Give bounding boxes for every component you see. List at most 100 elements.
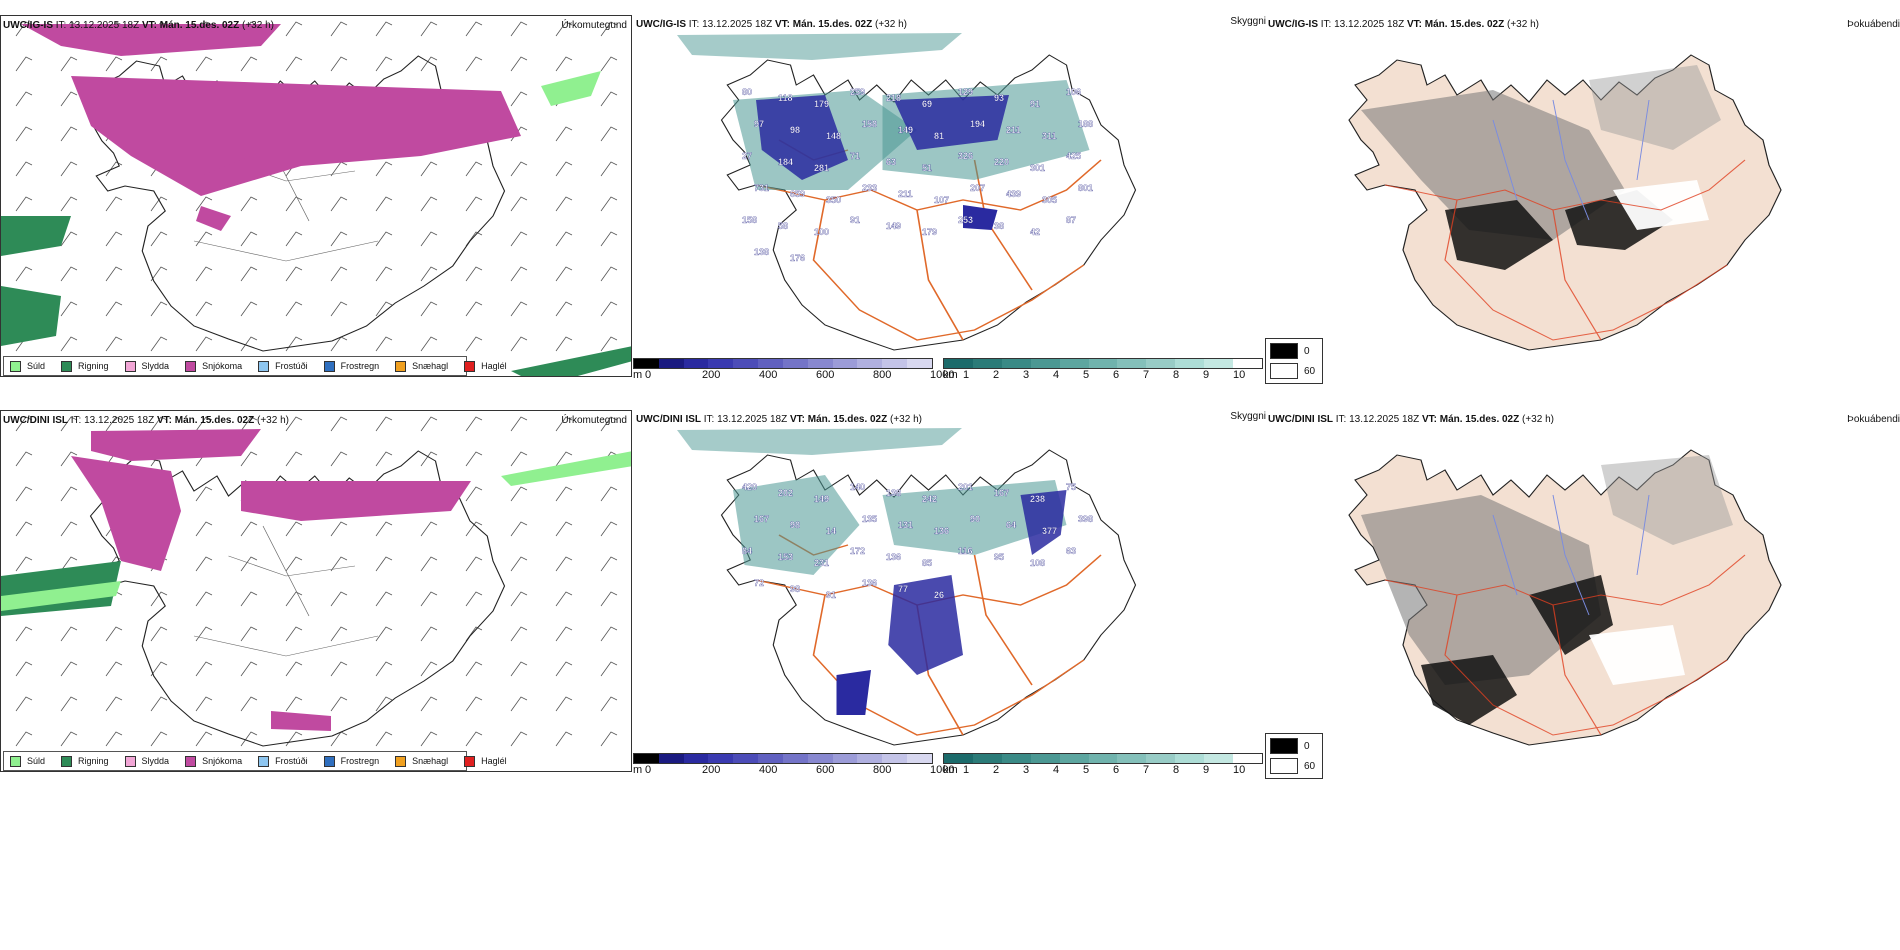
precip-legend: Súld Rigning Slydda Snjókoma Frostúði Frostre… <box>3 751 507 771</box>
ceiling-label: 100 <box>814 227 829 237</box>
ceiling-tick: 800 <box>873 369 892 381</box>
fog-legend-item: 0 <box>1270 343 1318 359</box>
ceiling-label: 116 <box>958 546 973 556</box>
ceiling-label: 148 <box>826 131 841 141</box>
ceiling-label: 218 <box>886 93 901 103</box>
visibility-tick: 1 <box>963 369 970 381</box>
ceiling-label: 91 <box>850 215 860 225</box>
ceiling-label: 420 <box>742 482 757 492</box>
legend-item: Snæhagl <box>395 360 448 372</box>
legend-swatch <box>464 360 476 372</box>
ceiling-label: 172 <box>850 546 865 556</box>
legend-item: Slydda <box>124 360 169 372</box>
legend-item: Haglél <box>464 360 507 372</box>
ceiling-label: 131 <box>898 520 913 530</box>
visibility-scale: km 1 2 3 4 5 6 7 8 9 10 <box>943 358 1263 381</box>
ceiling-label: 305 <box>1042 195 1057 205</box>
ceiling-label: 281 <box>814 163 829 173</box>
ceiling-label: 84 <box>742 546 752 556</box>
legend-swatch <box>185 755 197 767</box>
ceiling-tick: 600 <box>816 764 835 776</box>
forecast-row: UWC/IG-IS IT: 13.12.2025 18Z VT: Mán. 15… <box>0 0 1900 395</box>
panel-title: UWC/DINI ISL IT: 13.12.2025 18Z VT: Mán.… <box>636 414 922 425</box>
visibility-tick: 7 <box>1143 764 1150 776</box>
ceiling-label: 167 <box>994 488 1009 498</box>
legend-swatch <box>185 360 197 372</box>
fog-swatch <box>1270 758 1298 774</box>
ceiling-label: 91 <box>826 590 836 600</box>
legend-item: Frostregn <box>323 755 379 767</box>
fog-swatch <box>1270 363 1298 379</box>
legend-item: Frostúði <box>258 755 308 767</box>
legend-item: Súld <box>10 755 45 767</box>
legend-item: Frostregn <box>323 360 379 372</box>
ceiling-tick: 400 <box>759 369 778 381</box>
product-label: Úrkomutegund <box>561 415 627 426</box>
legend-swatch <box>61 360 73 372</box>
panel-title: UWC/IG-IS IT: 13.12.2025 18Z VT: Mán. 15… <box>636 19 907 30</box>
ceiling-label: 149 <box>814 494 829 504</box>
ceiling-tick: 200 <box>702 764 721 776</box>
ceiling-tick: 0 <box>645 369 652 381</box>
visibility-tick: 10 <box>1233 764 1246 776</box>
ceiling-tick: 1000 <box>930 369 955 381</box>
visibility-tick: 6 <box>1113 764 1120 776</box>
ceiling-label: 188 <box>1078 119 1093 129</box>
ceiling-label: 211 <box>898 189 913 199</box>
legend-item: Snjókoma <box>185 755 242 767</box>
legend-swatch <box>258 360 270 372</box>
panel-title: UWC/DINI ISL IT: 13.12.2025 18Z VT: Mán.… <box>3 415 289 426</box>
fog-legend-item: 60 <box>1270 363 1318 379</box>
ceiling-map: 420 202 149 140 138 242 201 167 238 75 167 98 14 135 1… <box>677 428 1137 746</box>
legend-swatch <box>61 755 73 767</box>
fog-swatch <box>1270 343 1298 359</box>
ceiling-unit: m <box>633 369 643 381</box>
legend-swatch <box>258 755 270 767</box>
visibility-tick: 2 <box>993 369 1000 381</box>
panel-title: UWC/IG-IS IT: 13.12.2025 18Z VT: Mán. 15… <box>3 20 274 31</box>
ceiling-label: 26 <box>934 590 944 600</box>
ceiling-label: 85 <box>922 558 932 568</box>
ceiling-tick: 200 <box>702 369 721 381</box>
ceiling-label: 301 <box>1030 163 1045 173</box>
ceiling-label: 69 <box>922 99 932 109</box>
ceiling-label: 136 <box>934 526 949 536</box>
visibility-tick: 3 <box>1023 369 1030 381</box>
ceiling-label: 93 <box>994 93 1004 103</box>
legend-swatch <box>323 360 335 372</box>
ceiling-label: 42 <box>1030 227 1040 237</box>
legend-swatch <box>124 360 136 372</box>
legend-swatch <box>124 755 136 767</box>
ceiling-label: 87 <box>1066 215 1076 225</box>
ceiling-label: 77 <box>898 584 908 594</box>
legend-item: Súld <box>10 360 45 372</box>
ceiling-label: 153 <box>778 552 793 562</box>
ceiling-label: 220 <box>994 157 1009 167</box>
panel-title: UWC/DINI ISL IT: 13.12.2025 18Z VT: Mán.… <box>1268 414 1554 425</box>
fog-map <box>1348 54 1782 351</box>
visibility-tick: 5 <box>1083 369 1090 381</box>
ceiling-label: 149 <box>898 125 913 135</box>
ceiling-unit: m <box>633 764 643 776</box>
ceiling-label: 179 <box>922 227 937 237</box>
visibility-tick: 8 <box>1173 369 1180 381</box>
visibility-tick: 2 <box>993 764 1000 776</box>
ceiling-label: 238 <box>1030 494 1045 504</box>
ceiling-label: 95 <box>994 552 1004 562</box>
ceiling-label: 98 <box>790 520 800 530</box>
visibility-tick: 8 <box>1173 764 1180 776</box>
legend-swatch <box>323 755 335 767</box>
ceiling-label: 233 <box>862 183 877 193</box>
wind-barbs <box>15 21 618 352</box>
ceiling-label: 107 <box>934 195 949 205</box>
precip-map <box>1 21 631 376</box>
visibility-tick: 9 <box>1203 764 1210 776</box>
ceiling-label: 211 <box>1006 125 1021 135</box>
precip-map <box>1 416 631 771</box>
fog-map <box>1348 449 1782 746</box>
precip-type-panel: UWC/IG-IS IT: 13.12.2025 18Z VT: Mán. 15… <box>0 15 632 377</box>
ceiling-map: 80 118 179 259 218 69 129 93 91 106 97 98 148 158 149 8… <box>677 33 1137 351</box>
legend-item: Slydda <box>124 755 169 767</box>
visibility-unit: km <box>943 369 958 381</box>
ceiling-label: 158 <box>862 119 877 129</box>
